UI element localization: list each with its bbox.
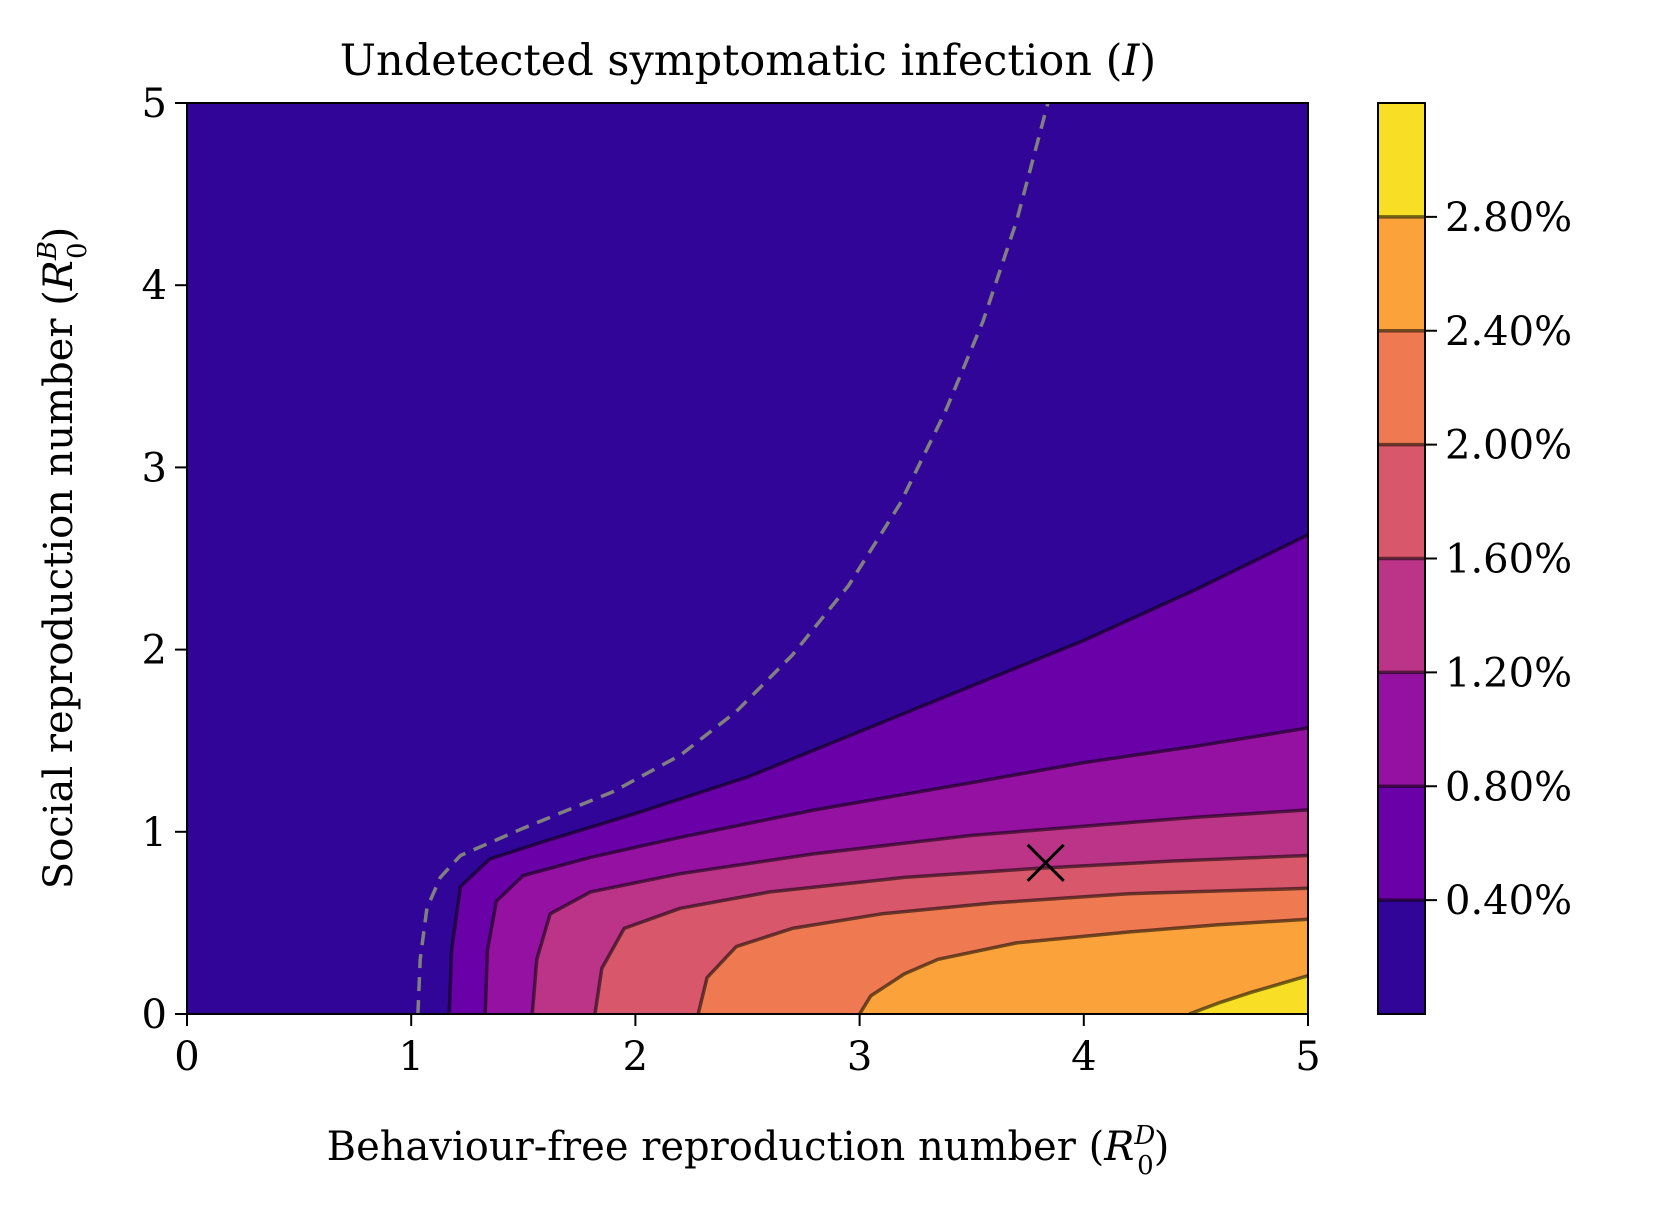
y-tick-label: 0: [142, 992, 167, 1038]
contour-line-2.8: [1188, 974, 1308, 1014]
y-tick-label: 2: [142, 628, 167, 674]
x-tick-label: 2: [623, 1034, 648, 1080]
chart-title: Undetected symptomatic infection (I): [340, 36, 1156, 86]
y-tick-label: 3: [142, 445, 167, 491]
colorbar: [1378, 103, 1425, 1015]
colorbar-band-6: [1378, 216, 1425, 332]
threshold-curve-group: [416, 103, 1050, 1014]
colorbar-band-4: [1378, 444, 1425, 559]
x-tick-label: 4: [1071, 1034, 1096, 1080]
colorbar-band-0: [1378, 900, 1425, 1015]
colorbar-tick-label: 1.20%: [1445, 650, 1572, 696]
contour-line-1.6: [593, 853, 1308, 1014]
x-tick-label: 3: [847, 1034, 872, 1080]
x-tick-label: 5: [1295, 1034, 1320, 1080]
colorbar-tick-label: 2.00%: [1445, 423, 1572, 469]
threshold-curve: [416, 103, 1050, 1014]
contour-line-0.8: [483, 726, 1308, 1014]
x-tick-label: 0: [174, 1034, 199, 1080]
colorbar-tick-label: 0.40%: [1445, 878, 1572, 924]
contour-line-2.4: [858, 917, 1308, 1014]
colorbar-tick-label: 2.40%: [1445, 309, 1572, 355]
contour-line-1.2: [530, 808, 1308, 1014]
y-axis-label: Social reproduction number (RB0): [33, 227, 93, 889]
marker-x: [1026, 843, 1065, 882]
colorbar-band-1: [1378, 786, 1425, 901]
x-tick-label: 1: [398, 1034, 423, 1080]
colorbar-tick-label: 2.80%: [1445, 195, 1572, 241]
contour-line-2: [696, 886, 1308, 1014]
y-axis-ticks: 0 1 2 3 4 5: [142, 81, 187, 1038]
colorbar-tick-label: 0.80%: [1445, 764, 1572, 810]
colorbar-band-7: [1378, 103, 1425, 218]
colorbar-ticks: 0.40% 0.80% 1.20% 1.60% 2.00% 2.40% 2.80%: [1378, 195, 1572, 924]
colorbar-tick-label: 1.60%: [1445, 537, 1572, 583]
colorbar-band-5: [1378, 330, 1425, 446]
contour-fill-regions: [187, 103, 1308, 1014]
fill-region-6: [859, 919, 1308, 1014]
colorbar-band-2: [1378, 672, 1425, 787]
y-tick-label: 5: [142, 81, 167, 127]
y-tick-label: 4: [142, 263, 167, 309]
plot-frame: [186, 102, 1309, 1015]
contour-lines: [447, 533, 1308, 1014]
contour-line-0.4: [447, 533, 1308, 1014]
y-tick-label: 1: [142, 810, 167, 856]
marker-group: [1026, 843, 1065, 882]
colorbar-band-3: [1378, 558, 1425, 673]
x-axis-label: Behaviour-free reproduction number (RD 0): [327, 1121, 1170, 1181]
x-axis-ticks: 0 1 2 3 4 5: [174, 1014, 1321, 1080]
